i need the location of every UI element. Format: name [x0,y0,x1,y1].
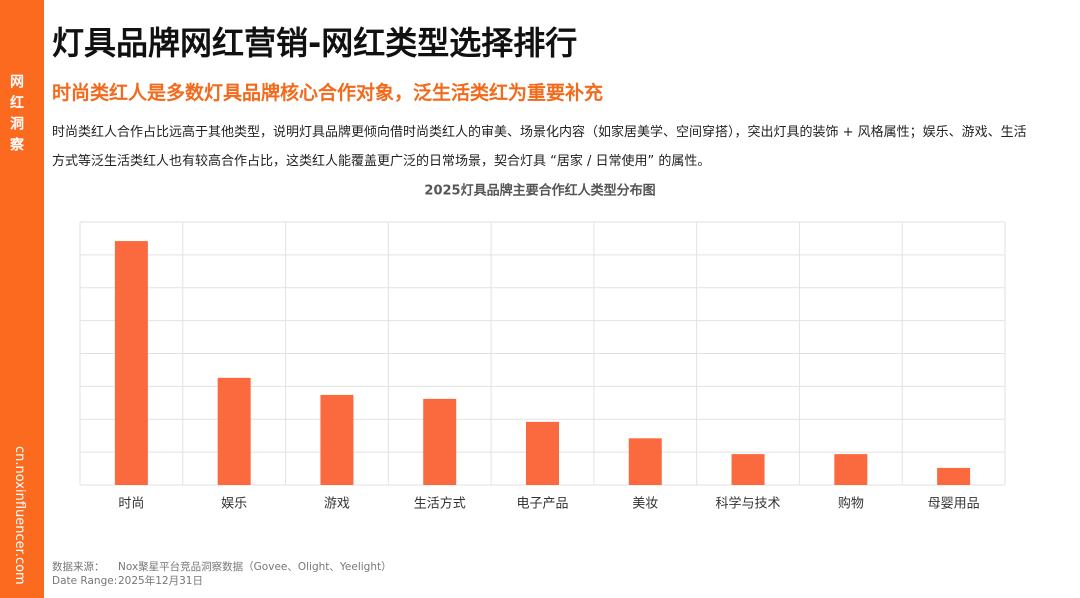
footer: 数据来源： Nox聚星平台竞品洞察数据（Govee、Olight、Yeelight… [52,560,392,588]
description: 时尚类红人合作占比远高于其他类型，说明灯具品牌更倾向借时尚类红人的审美、场景化内… [52,125,1027,169]
x-tick-label: 科学与技术 [716,496,781,512]
bar [731,454,765,485]
x-tick-label: 母婴用品 [928,497,980,512]
sidebar-url: cn.noxinfluencer.com [12,446,27,585]
bar [628,438,662,485]
x-tick-label: 购物 [838,496,864,512]
bar [114,241,148,485]
bar [423,398,457,485]
chart-title: 2025灯具品牌主要合作红人类型分布图 [424,183,655,199]
x-tick-label: 生活方式 [414,496,466,512]
page-title: 灯具品牌网红营销-网红类型选择排行 [52,24,578,62]
page-subtitle: 时尚类红人是多数灯具品牌核心合作对象，泛生活类红为重要补充 [52,82,604,104]
sidebar-title: 网红洞察 [8,74,24,158]
x-tick-label: 娱乐 [221,497,247,512]
range: 2025年12月31日 [118,575,203,587]
bar [320,394,354,485]
source: Nox聚星平台竞品洞察数据（Govee、Olight、Yeelight） [118,561,392,573]
bar [937,467,971,485]
range-label: Date Range: [52,575,118,587]
chart: 2025灯具品牌主要合作红人类型分布图 时尚 娱乐 游戏 生活方式 电子产品 美妆 科学与技… [79,183,1006,512]
sidebar: 网红洞察 cn.noxinfluencer.com [0,0,44,598]
bar [834,454,868,485]
x-tick-label: 电子产品 [516,497,568,512]
source-label: 数据来源： [52,561,105,573]
bar [217,377,251,485]
x-tick-label: 时尚 [118,497,144,512]
x-tick-label: 美妆 [632,497,658,512]
bar [526,421,559,485]
x-tick-label: 游戏 [324,497,350,512]
